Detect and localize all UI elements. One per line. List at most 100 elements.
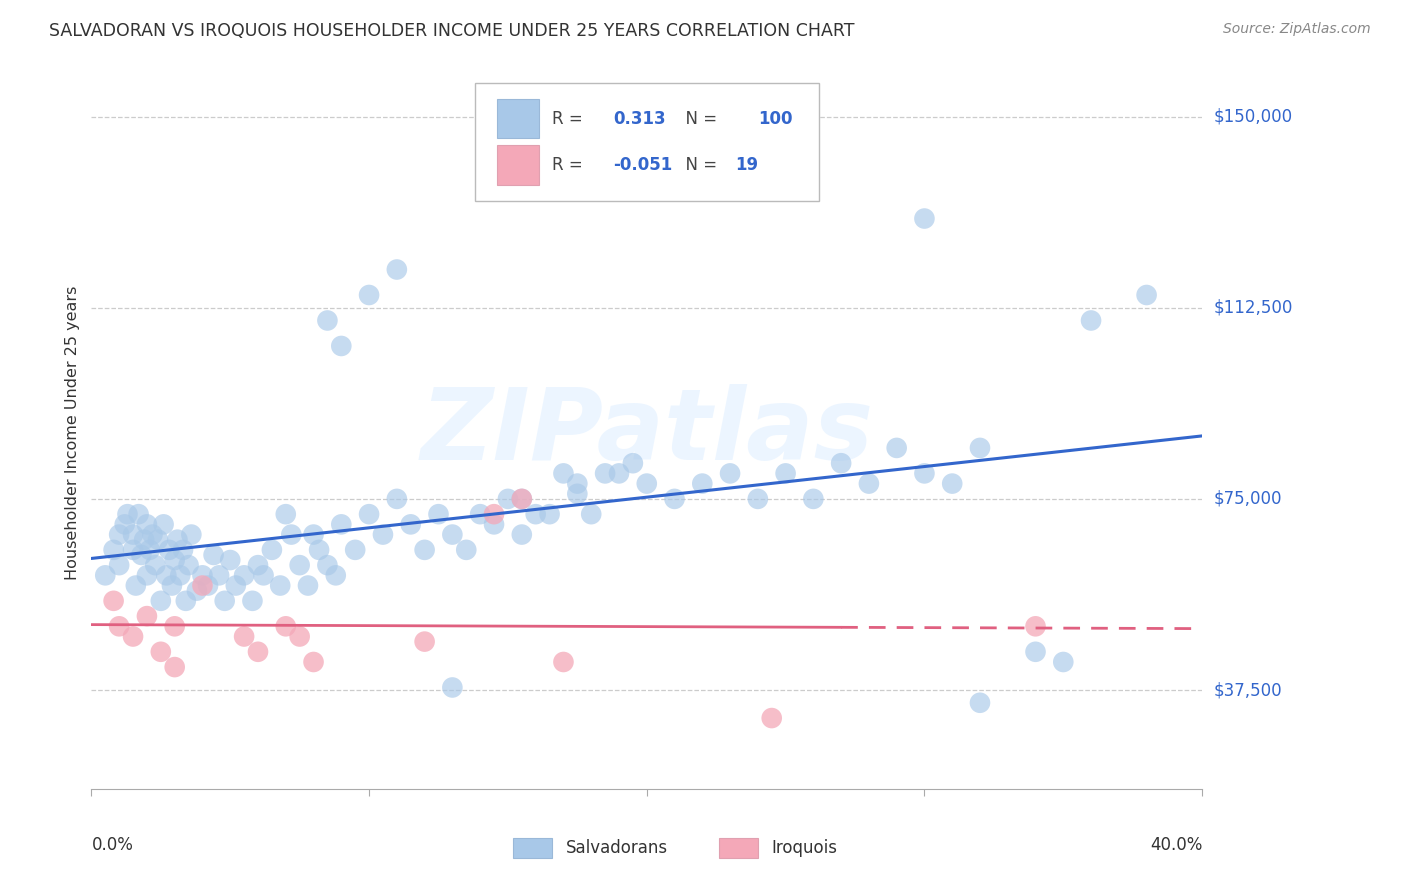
- Point: [510, 491, 533, 506]
- Point: [567, 487, 589, 501]
- Point: [510, 527, 533, 541]
- Point: [163, 619, 186, 633]
- Bar: [718, 838, 758, 858]
- Point: [1024, 645, 1046, 659]
- Point: [186, 583, 208, 598]
- Point: [621, 456, 644, 470]
- Point: [122, 542, 145, 557]
- Point: [146, 533, 169, 547]
- Bar: [513, 838, 553, 858]
- Point: [969, 696, 991, 710]
- Point: [242, 594, 264, 608]
- Point: [288, 630, 311, 644]
- Text: SALVADORAN VS IROQUOIS HOUSEHOLDER INCOME UNDER 25 YEARS CORRELATION CHART: SALVADORAN VS IROQUOIS HOUSEHOLDER INCOM…: [49, 22, 855, 40]
- Point: [94, 568, 117, 582]
- Text: 0.0%: 0.0%: [91, 836, 134, 854]
- Point: [149, 645, 172, 659]
- Point: [143, 558, 166, 573]
- Point: [166, 533, 188, 547]
- Point: [160, 578, 183, 592]
- Point: [108, 619, 131, 633]
- Text: 19: 19: [735, 156, 758, 174]
- Point: [1135, 288, 1157, 302]
- Point: [103, 594, 125, 608]
- Text: -0.051: -0.051: [613, 156, 672, 174]
- Point: [135, 568, 157, 582]
- Point: [579, 507, 602, 521]
- Point: [1024, 619, 1046, 633]
- Point: [690, 476, 713, 491]
- Point: [191, 578, 214, 592]
- Point: [172, 542, 194, 557]
- Bar: [496, 99, 538, 138]
- Point: [330, 517, 353, 532]
- Point: [524, 507, 547, 521]
- Point: [180, 527, 202, 541]
- Point: [208, 568, 231, 582]
- Point: [316, 558, 339, 573]
- Point: [225, 578, 247, 592]
- Point: [152, 517, 174, 532]
- Text: R =: R =: [553, 110, 588, 128]
- Point: [214, 594, 236, 608]
- Point: [636, 476, 658, 491]
- Point: [302, 655, 325, 669]
- Point: [482, 517, 505, 532]
- Point: [114, 517, 136, 532]
- Point: [801, 491, 824, 506]
- Point: [330, 339, 353, 353]
- Point: [157, 542, 180, 557]
- Point: [302, 527, 325, 541]
- Point: [233, 630, 256, 644]
- Point: [538, 507, 561, 521]
- Point: [456, 542, 478, 557]
- Point: [325, 568, 347, 582]
- Point: [912, 211, 935, 226]
- Point: [761, 711, 783, 725]
- Point: [247, 645, 270, 659]
- Point: [149, 594, 172, 608]
- Point: [718, 467, 741, 481]
- Point: [288, 558, 311, 573]
- Text: N =: N =: [675, 110, 721, 128]
- Point: [775, 467, 797, 481]
- Point: [108, 527, 131, 541]
- Point: [357, 507, 380, 521]
- Point: [163, 553, 186, 567]
- Point: [912, 467, 935, 481]
- Text: 0.313: 0.313: [613, 110, 666, 128]
- Point: [260, 542, 283, 557]
- Text: $75,000: $75,000: [1213, 490, 1282, 508]
- Point: [108, 558, 131, 573]
- Point: [202, 548, 225, 562]
- Point: [441, 681, 464, 695]
- Text: R =: R =: [553, 156, 588, 174]
- Point: [103, 542, 125, 557]
- Point: [607, 467, 630, 481]
- Point: [117, 507, 139, 521]
- Point: [344, 542, 367, 557]
- Bar: [496, 145, 538, 185]
- Point: [886, 441, 908, 455]
- Text: Iroquois: Iroquois: [770, 839, 837, 857]
- Point: [567, 476, 589, 491]
- Point: [830, 456, 852, 470]
- Text: N =: N =: [675, 156, 721, 174]
- Point: [135, 517, 157, 532]
- Text: Source: ZipAtlas.com: Source: ZipAtlas.com: [1223, 22, 1371, 37]
- Point: [593, 467, 616, 481]
- Point: [371, 527, 394, 541]
- Point: [316, 313, 339, 327]
- Point: [280, 527, 302, 541]
- Point: [174, 594, 197, 608]
- Text: $150,000: $150,000: [1213, 108, 1292, 126]
- Text: 100: 100: [758, 110, 793, 128]
- Point: [122, 527, 145, 541]
- Point: [747, 491, 769, 506]
- Point: [297, 578, 319, 592]
- Point: [274, 619, 297, 633]
- Text: Salvadorans: Salvadorans: [565, 839, 668, 857]
- Text: $37,500: $37,500: [1213, 681, 1282, 699]
- Point: [191, 568, 214, 582]
- Point: [134, 533, 156, 547]
